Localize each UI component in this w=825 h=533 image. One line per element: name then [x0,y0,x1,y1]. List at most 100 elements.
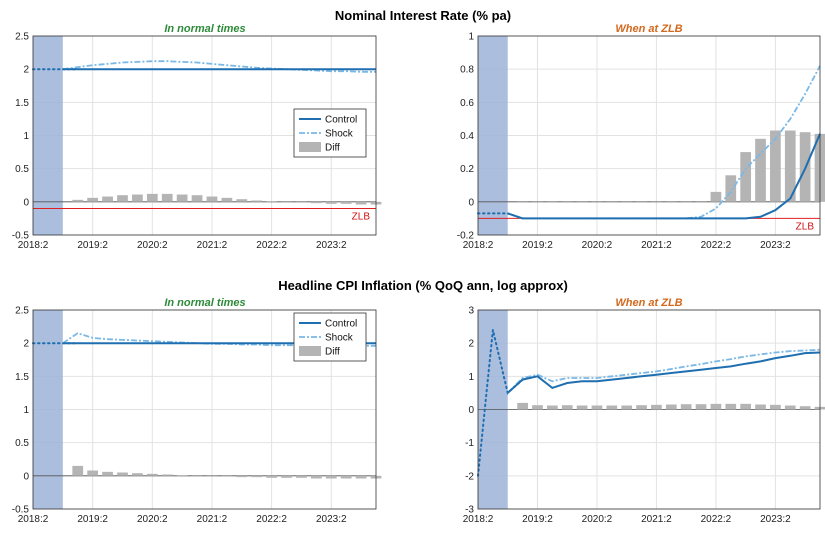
diff-bar [325,201,337,204]
legend-swatch-diff [299,346,321,356]
y-tick-label: 2 [23,339,29,350]
y-tick-label: 0 [23,471,29,482]
zlb-label: ZLB [352,211,371,222]
diff-bar [176,475,188,476]
x-tick-label: 2023:2 [760,514,791,525]
chart-subtitle: When at ZLB [615,297,682,309]
history-shade [33,310,63,509]
x-tick-label: 2021:2 [197,514,228,525]
legend-entry: Diff [325,347,340,358]
legend-entry: Control [325,115,357,126]
legend-entry: Diff [325,143,340,154]
x-tick-label: 2023:2 [316,240,347,251]
diff-bar [621,405,633,410]
diff-bar [636,201,647,203]
diff-bar [680,201,692,203]
diff-bar [117,472,128,476]
diff-bar [636,405,647,410]
x-tick-label: 2018:2 [463,240,494,251]
y-tick-label: 1 [468,32,474,43]
diff-bar [784,405,796,410]
chart-rate-normal: In normal times -0.5 0 0.5 1 1.5 2 2.5 2018:2 20… [12,23,382,251]
diff-bar [695,201,707,203]
y-tick-label: 2 [468,339,474,350]
diff-bar [770,404,781,410]
x-tick-label: 2022:2 [256,240,287,251]
diff-bar [296,475,307,478]
x-tick-label: 2018:2 [18,240,49,251]
diff-bar [266,475,277,478]
diff-bar [251,200,263,202]
y-tick-label: 2 [23,65,29,76]
diff-bar [176,194,188,202]
diff-bar [281,201,292,203]
y-tick-label: -0.2 [457,231,475,242]
diff-bar [665,404,677,410]
history-line [477,212,524,220]
diff-bar [221,197,233,202]
diff-bar [546,201,558,203]
diff-bar [561,201,573,203]
y-tick-label: -2 [465,471,474,482]
y-tick-label: 1.5 [15,372,29,383]
x-tick-label: 2021:2 [641,514,672,525]
diff-bar [355,475,367,479]
y-tick-label: 2.5 [15,306,29,317]
y-tick-label: -3 [465,505,474,516]
diff-bar [191,195,203,202]
diff-bar [576,405,588,410]
zlb-label: ZLB [796,221,815,232]
diff-bar [281,475,292,478]
diff-bar [251,475,263,478]
y-tick-label: 0.8 [460,65,474,76]
x-tick-label: 2019:2 [77,240,108,251]
y-tick-label: -1 [465,438,474,449]
x-tick-label: 2020:2 [582,514,613,525]
x-tick-label: 2018:2 [18,514,49,525]
diff-bar [146,473,158,476]
history-shade [478,36,508,235]
diff-bar [606,405,618,410]
diff-bar [517,201,528,203]
diff-bar [591,201,603,203]
x-tick-label: 2023:2 [760,240,791,251]
diff-bar [72,465,84,476]
diff-bar [621,201,633,203]
x-tick-label: 2019:2 [522,240,553,251]
diff-bar [161,474,173,476]
diff-bar [340,201,352,204]
diff-bar [740,152,752,202]
diff-bar [695,404,707,410]
diff-bar [546,405,558,410]
chart-rate-zlb: When at ZLB -0.2 0 0.2 0.4 0.6 0.8 1 2018:2 2019… [457,23,825,251]
y-tick-label: -0.5 [12,505,30,516]
diff-bar [561,405,573,410]
x-tick-label: 2022:2 [701,240,732,251]
diff-bar [799,406,811,410]
diff-bar [576,201,588,203]
x-tick-label: 2023:2 [316,514,347,525]
legend: Control Shock Diff [293,312,367,362]
diff-bar [770,130,781,202]
diff-bar [591,405,603,410]
diff-bar [206,196,218,202]
y-tick-label: 0 [468,405,474,416]
y-tick-label: 1 [468,372,474,383]
control-line [507,133,821,220]
x-tick-label: 2020:2 [137,514,168,525]
diff-bar [325,475,337,479]
x-tick-label: 2022:2 [256,514,287,525]
y-tick-label: 2.5 [15,32,29,43]
y-tick-label: 0.5 [15,438,29,449]
control-line [507,351,821,394]
diff-bar [102,471,113,476]
axes-frame [477,309,821,510]
diff-bar [680,404,692,410]
diff-bar [87,470,99,476]
y-tick-label: -0.5 [12,231,30,242]
chart-cpi-zlb: When at ZLB -3 -2 -1 0 1 2 3 2018:2 2019:2 2020:2… [463,297,825,525]
legend-entry: Shock [325,333,354,344]
x-tick-label: 2020:2 [582,240,613,251]
diff-bar [340,475,352,479]
diff-bar [161,193,173,202]
